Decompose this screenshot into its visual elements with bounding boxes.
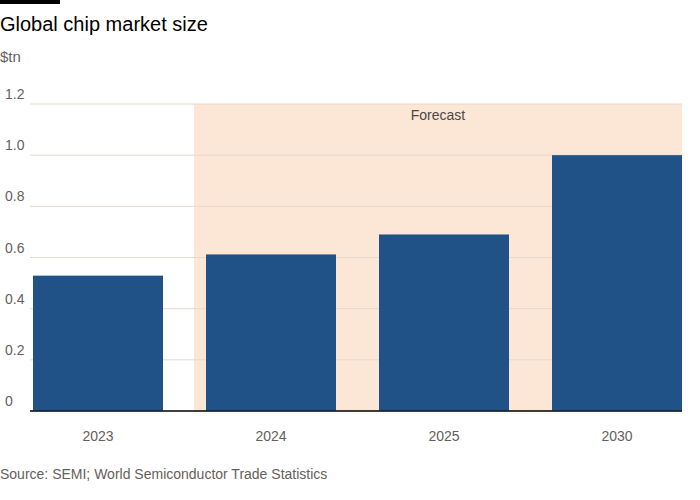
chart: Global chip market size $tn Forecast 2024 20… bbox=[0, 0, 700, 500]
y-tick-label: 0.2 bbox=[5, 342, 25, 358]
bar bbox=[33, 276, 163, 411]
annotation: Forecast bbox=[411, 107, 466, 123]
y-tick-label: 0.4 bbox=[5, 291, 25, 307]
header-strip bbox=[0, 0, 60, 4]
title: Global chip market size bbox=[0, 13, 208, 35]
bars bbox=[33, 155, 682, 411]
bar bbox=[379, 234, 509, 411]
y-tick-label: 0.8 bbox=[5, 188, 25, 204]
y-tick-label: 1.2 bbox=[5, 86, 25, 102]
forecast-band bbox=[194, 104, 682, 411]
source: Source: SEMI; World Semiconductor Trade … bbox=[0, 466, 327, 482]
x-tick-label: 2025 bbox=[428, 428, 459, 444]
y-tick-label: 0 bbox=[5, 393, 13, 409]
y-tick-label: 0.6 bbox=[5, 240, 25, 256]
grid-line bbox=[30, 104, 682, 105]
y-tick-label: 1.0 bbox=[5, 137, 25, 153]
x-tick-label: 2030 bbox=[601, 428, 632, 444]
baseline bbox=[30, 411, 682, 412]
subtitle: $tn bbox=[0, 48, 21, 65]
bar bbox=[552, 155, 682, 411]
bar bbox=[206, 254, 336, 411]
axis-line bbox=[30, 411, 682, 412]
x-tick-label: 2023 bbox=[82, 428, 113, 444]
x-tick-label: 2024 bbox=[255, 428, 286, 444]
